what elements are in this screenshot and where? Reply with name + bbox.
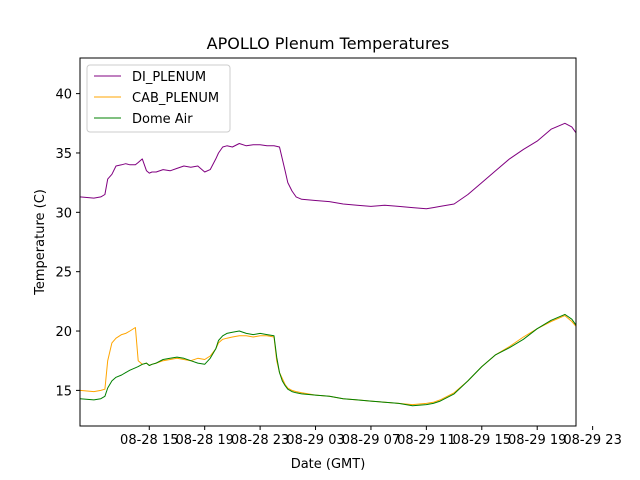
legend-label: Dome Air [132, 112, 193, 127]
legend-label: CAB_PLENUM [132, 91, 219, 106]
x-tick-label: 08-29 19 [508, 433, 566, 448]
x-tick-label: 08-29 03 [286, 433, 344, 448]
x-tick-label: 08-28 19 [175, 433, 233, 448]
series-line-dome-air [79, 313, 577, 407]
legend-box [86, 64, 231, 133]
series-line-cab-plenum [79, 315, 577, 406]
plot-frame [79, 57, 577, 427]
chart-title: APOLLO Plenum Temperatures [207, 34, 450, 53]
series-layer [79, 122, 577, 407]
x-tick-label: 08-29 15 [453, 433, 511, 448]
x-axis-label: Date (GMT) [291, 457, 366, 472]
x-tick-label: 08-29 11 [397, 433, 455, 448]
x-tick-label: 08-28 15 [120, 433, 178, 448]
legend-label: DI_PLENUM [132, 70, 206, 85]
y-axis-label: Temperature (C) [33, 189, 48, 296]
y-tick-label: 35 [55, 147, 72, 162]
legend: DI_PLENUM CAB_PLENUM Dome Air [86, 64, 231, 133]
y-tick-label: 15 [55, 384, 72, 399]
series-line-di-plenum [79, 122, 577, 210]
y-tick-label: 40 [55, 88, 72, 103]
y-axis: 15 20 25 30 35 40 [55, 88, 80, 399]
y-tick-label: 30 [55, 206, 72, 221]
y-tick-label: 20 [55, 325, 72, 340]
x-tick-label: 08-29 23 [563, 433, 621, 448]
y-tick-label: 25 [55, 266, 72, 281]
x-tick-label: 08-29 07 [342, 433, 400, 448]
x-tick-label: 08-28 23 [231, 433, 289, 448]
